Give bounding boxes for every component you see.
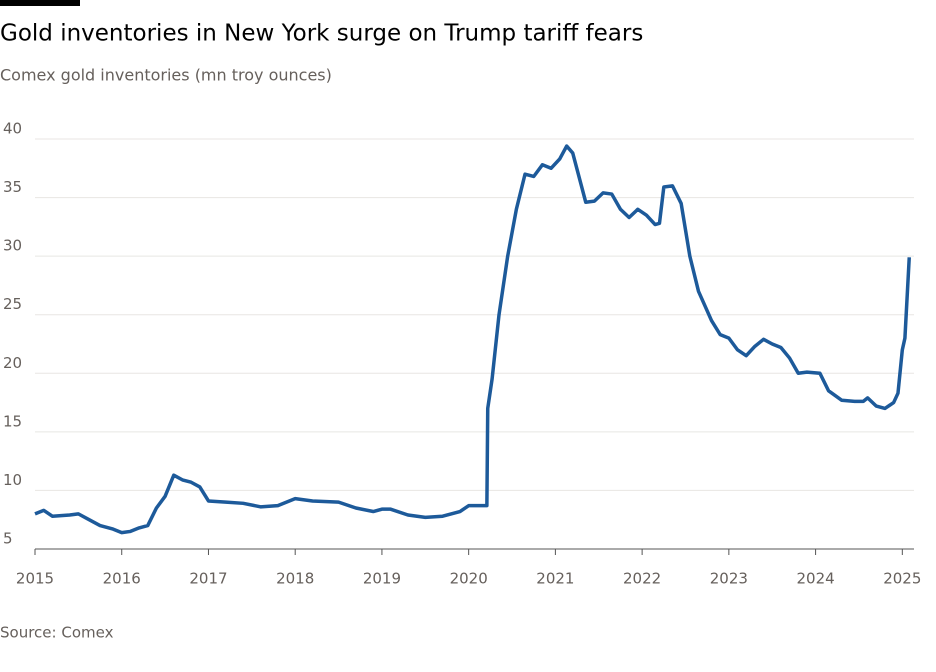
x-tick-label: 2023 xyxy=(710,570,748,588)
y-tick-label: 35 xyxy=(3,178,22,196)
x-tick-label: 2025 xyxy=(883,570,921,588)
x-tick-label: 2019 xyxy=(363,570,401,588)
line xyxy=(34,144,912,535)
x-tick-label: 2020 xyxy=(450,570,488,588)
y-tick-label: 15 xyxy=(3,412,22,430)
x-tick-label: 2021 xyxy=(536,570,574,588)
x-tick-label: 2022 xyxy=(623,570,661,588)
y-tick-label: 10 xyxy=(3,471,22,489)
x-tick-label: 2016 xyxy=(103,570,141,588)
y-tick-label: 5 xyxy=(3,530,13,548)
x-tick-label: 2024 xyxy=(796,570,834,588)
y-tick-label: 20 xyxy=(3,354,22,372)
x-tick-label: 2017 xyxy=(189,570,227,588)
y-tick-label: 30 xyxy=(3,237,22,255)
chart-subtitle: Comex gold inventories (mn troy ounces) xyxy=(0,66,332,85)
y-tick-label: 25 xyxy=(3,295,22,313)
y-tick-label: 40 xyxy=(3,120,22,138)
brand-bar xyxy=(0,0,80,6)
chart-title: Gold inventories in New York surge on Tr… xyxy=(0,21,643,47)
x-tick-label: 2015 xyxy=(16,570,54,588)
x-tick-label: 2018 xyxy=(276,570,314,588)
source: Source: Comex xyxy=(0,624,114,642)
